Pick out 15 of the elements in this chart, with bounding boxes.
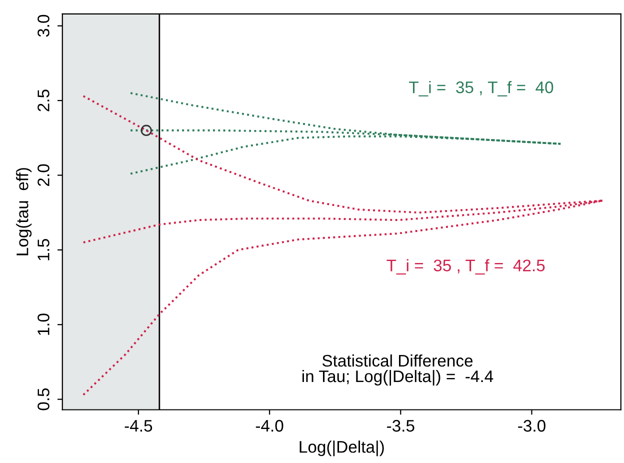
- x-tick-label: -4.0: [256, 420, 284, 432]
- x-axis-title: Log(|Delta|): [300, 440, 384, 456]
- text: T_i = 35 , T_f = 40: [409, 80, 554, 96]
- x-tick-label: -3.0: [518, 420, 546, 432]
- y-axis-title: Log(tau eff): [16, 168, 32, 256]
- y-tick-label: 2.5: [38, 90, 50, 112]
- y-tick-label: 1.0: [38, 314, 50, 335]
- x-tick-label: -3.5: [387, 420, 414, 432]
- y-tick-label: 1.5: [38, 239, 50, 260]
- y-tick-label: 3.0: [38, 14, 50, 37]
- y-tick-label: 0.5: [38, 388, 50, 410]
- y-tick-label: 2.0: [38, 164, 50, 186]
- text: T_i = 35 , T_f = 42.5: [386, 259, 545, 275]
- annotation: Statistical Difference in Tau; Log(|Delta|) = -4.4: [302, 354, 494, 386]
- x-tick-label: -4.5: [124, 420, 152, 432]
